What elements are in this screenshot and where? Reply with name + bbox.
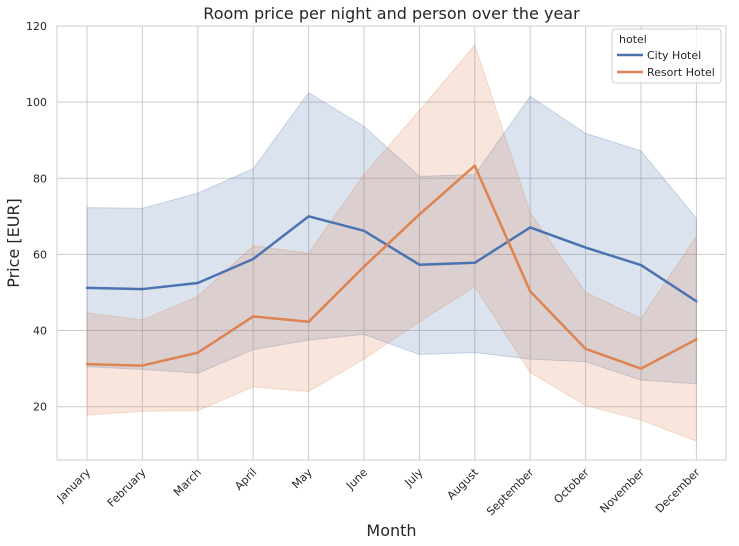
x-tick-labels: January February March April May June July Augu… — [54, 465, 703, 518]
x-tick-label-june: June — [343, 466, 370, 493]
series-lines — [85, 164, 698, 370]
confidence-bands — [86, 44, 697, 442]
y-tick-label-80: 80 — [33, 172, 47, 185]
legend-title: hotel — [619, 33, 647, 46]
x-tick-label-november: November — [597, 466, 647, 516]
y-axis-title: Price [EUR] — [4, 198, 23, 288]
x-tick-label-may: May — [289, 466, 315, 492]
band-resort-hotel — [86, 44, 697, 442]
x-tick-label-july: July — [402, 466, 426, 490]
y-tick-label-100: 100 — [26, 96, 47, 109]
series-line-city-hotel — [85, 215, 698, 303]
x-tick-label-september: September — [484, 466, 537, 519]
chart-title: Room price per night and person over the… — [203, 4, 580, 23]
y-tick-label-120: 120 — [26, 20, 47, 33]
y-tick-labels: 20 40 60 80 100 120 — [26, 20, 47, 414]
legend-label-resort-hotel: Resort Hotel — [647, 66, 715, 79]
x-tick-label-october: October — [551, 466, 592, 507]
x-tick-label-december: December — [653, 466, 703, 516]
x-tick-label-august: August — [445, 465, 482, 502]
y-tick-label-60: 60 — [33, 248, 47, 261]
band-city-hotel — [86, 91, 697, 385]
series-line-resort-hotel — [85, 164, 698, 370]
x-tick-label-january: January — [54, 466, 94, 506]
plot-area — [56, 25, 727, 461]
x-axis-title: Month — [366, 521, 416, 540]
y-tick-label-40: 40 — [33, 325, 47, 338]
y-tick-label-20: 20 — [33, 401, 47, 414]
legend-box — [611, 28, 722, 84]
legend-entries: City Hotel Resort Hotel — [617, 49, 715, 79]
x-tick-label-march: March — [171, 466, 204, 499]
grid-lines — [57, 25, 726, 460]
legend: hotel City Hotel Resort Hotel — [611, 28, 722, 84]
x-tick-label-february: February — [105, 466, 149, 510]
x-tick-label-april: April — [232, 466, 259, 493]
legend-label-city-hotel: City Hotel — [647, 49, 701, 62]
